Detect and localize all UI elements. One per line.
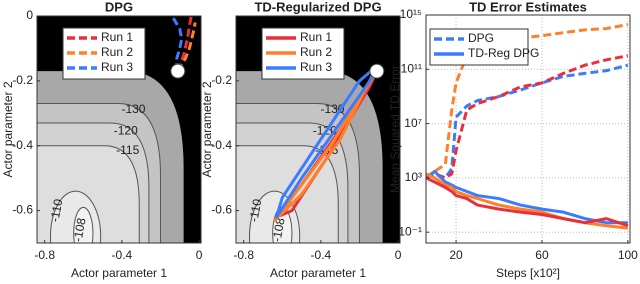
y-tick-label: -0.2 xyxy=(211,73,232,87)
legend-label: Run 3 xyxy=(101,60,133,74)
series-line xyxy=(176,22,197,72)
legend-label: Run 2 xyxy=(101,45,133,59)
start-point xyxy=(369,63,385,79)
legend-label: Run 1 xyxy=(101,30,133,44)
plot-area: -130-120-115-110-108 xyxy=(236,16,400,243)
y-tick-label: 10¹¹ xyxy=(401,61,422,75)
x-tick-label: 60 xyxy=(535,248,549,262)
axes-frame xyxy=(425,14,631,244)
x-tick-label: -0.8 xyxy=(34,248,55,262)
y-axis-label: Actor parameter 2 xyxy=(200,81,214,177)
contour-label: -108 xyxy=(270,217,288,243)
y-tick-label: -0.4 xyxy=(211,138,232,152)
series-line xyxy=(275,66,379,219)
series-line xyxy=(176,16,193,72)
contour-label: -110 xyxy=(247,198,265,224)
x-tick-label: -0.4 xyxy=(112,248,133,262)
y-tick-label: 10³ xyxy=(405,170,422,184)
y-tick-label: 10¹⁵ xyxy=(400,7,422,21)
contour-label: -120 xyxy=(114,123,138,137)
legend-label: DPG xyxy=(468,31,494,45)
legend-box xyxy=(429,28,529,66)
chart-title: DPG xyxy=(105,0,133,14)
contour-label: -130 xyxy=(121,102,145,116)
y-tick-label: -0.2 xyxy=(12,73,33,87)
x-tick-label: 20 xyxy=(449,248,463,262)
contour xyxy=(73,206,94,243)
series-line xyxy=(273,70,379,222)
plot-area: -130 -120 -115 -110 -108 xyxy=(37,16,201,243)
x-tick-label: 0 xyxy=(196,248,203,262)
x-tick-label: -0.4 xyxy=(311,248,332,262)
y-axis-label: Mean Squared TD Error xyxy=(388,65,402,193)
y-tick-label: -0.4 xyxy=(12,138,33,152)
series-line xyxy=(426,169,628,225)
x-axis-label: Steps [x10²] xyxy=(496,266,560,280)
chart-title: TD-Regularized DPG xyxy=(254,0,381,14)
legend-label: Run 1 xyxy=(300,30,332,44)
y-tick-label: -0.6 xyxy=(211,203,232,217)
x-axis-label: Actor parameter 1 xyxy=(270,266,366,280)
y-tick-label: 0 xyxy=(26,8,33,22)
x-axis-label: Actor parameter 1 xyxy=(71,266,167,280)
contour-label: -110 xyxy=(48,198,66,224)
series-line xyxy=(426,176,629,228)
legend-label: Run 2 xyxy=(300,45,332,59)
start-point xyxy=(170,63,186,79)
series-line xyxy=(169,16,184,72)
legend-box xyxy=(62,27,146,80)
x-tick-label: -0.8 xyxy=(233,248,254,262)
y-tick-label: 10⁷ xyxy=(404,116,422,130)
x-tick-label: 100 xyxy=(618,248,638,262)
y-tick-label: 10⁻¹ xyxy=(398,224,422,238)
legend-label: TD-Reg DPG xyxy=(468,46,539,60)
axes-frame xyxy=(235,15,401,244)
chart-title: TD Error Estimates xyxy=(469,0,587,14)
y-tick-label: -0.6 xyxy=(12,203,33,217)
axes-frame xyxy=(36,15,202,244)
contour-label: -108 xyxy=(71,217,89,243)
series-line xyxy=(426,63,629,180)
legend-label: Run 3 xyxy=(300,60,332,74)
x-tick-label: 0 xyxy=(395,248,402,262)
series-line xyxy=(426,54,629,180)
y-axis-label: Actor parameter 2 xyxy=(1,81,15,177)
contour-label: -115 xyxy=(116,143,139,157)
